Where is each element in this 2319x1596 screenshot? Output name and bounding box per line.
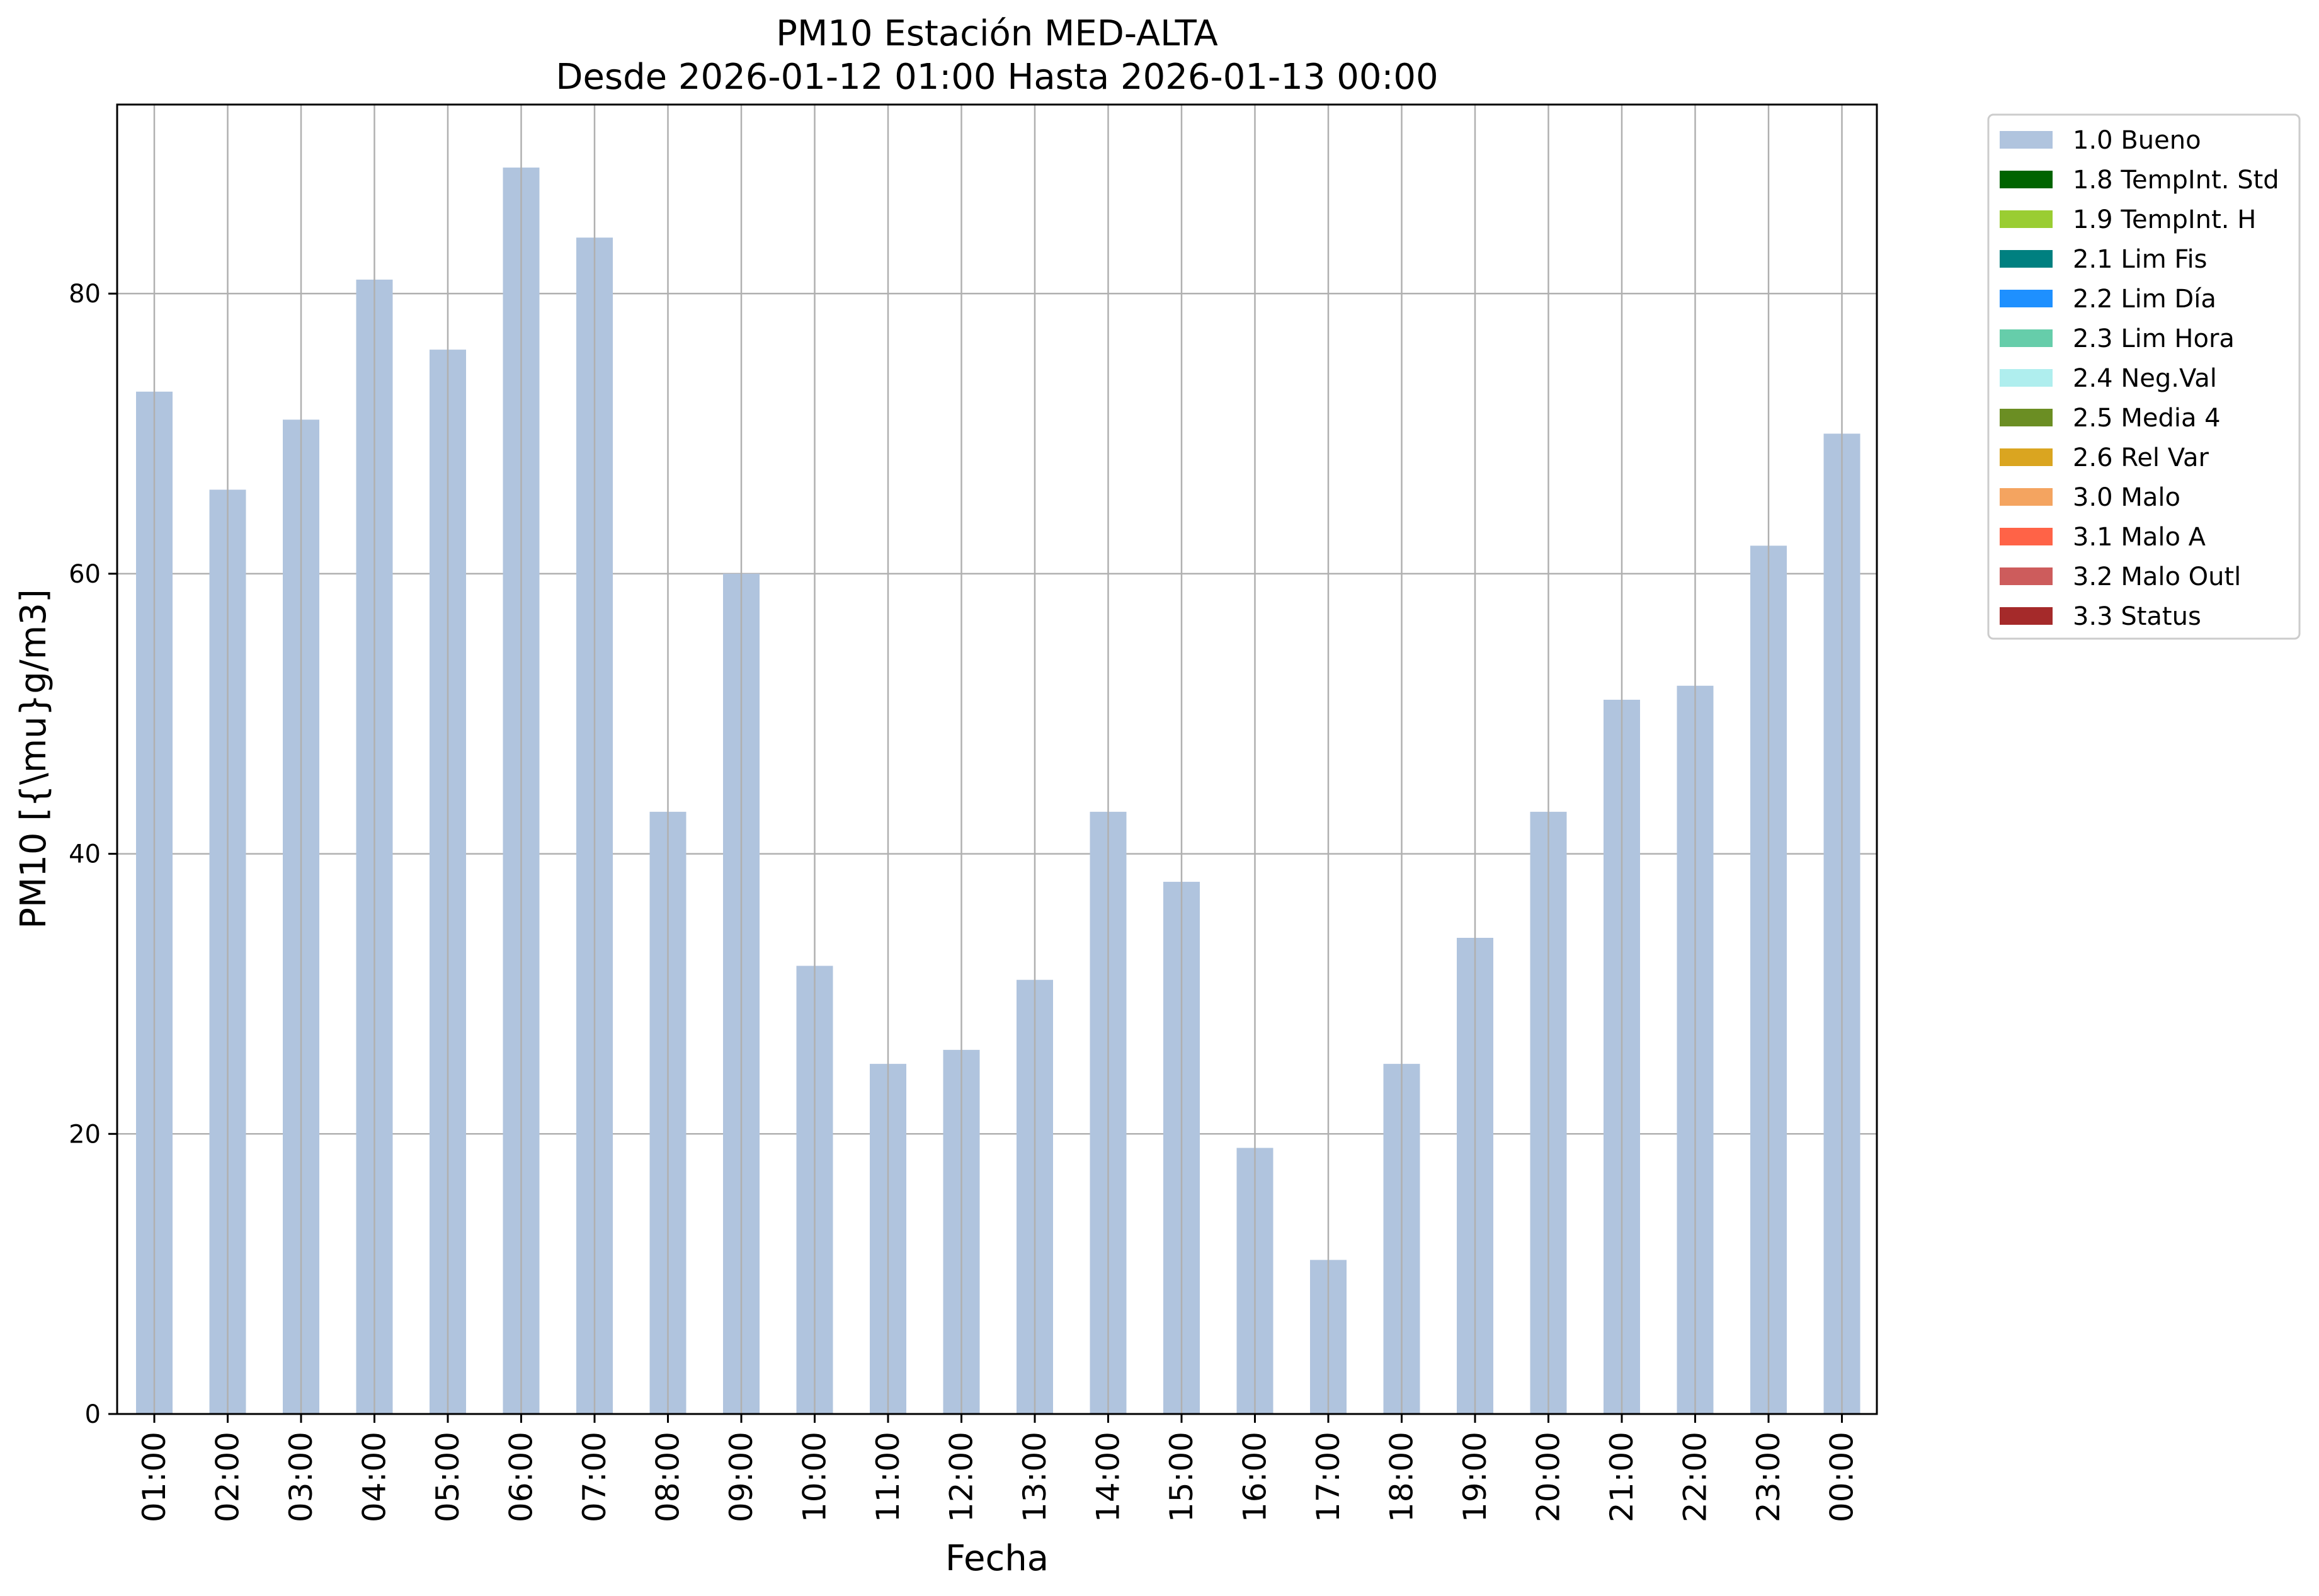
y-tick-label: 20 <box>69 1120 101 1149</box>
legend-label: 1.8 TempInt. Std <box>2073 166 2279 195</box>
x-axis-label: Fecha <box>945 1538 1049 1579</box>
legend-label: 3.2 Malo Outl <box>2073 562 2241 591</box>
x-tick-label: 22:00 <box>1677 1432 1714 1522</box>
x-tick-label: 06:00 <box>503 1432 540 1522</box>
x-tick-label: 01:00 <box>136 1432 173 1522</box>
y-ticks-layer: 0 20 40 60 80 <box>69 280 117 1429</box>
x-tick-label: 08:00 <box>650 1432 687 1522</box>
legend-swatch <box>2000 528 2053 545</box>
legend-swatch <box>2000 329 2053 347</box>
legend-swatch <box>2000 131 2053 149</box>
legend-label: 2.4 Neg.Val <box>2073 364 2217 393</box>
x-tick-label: 13:00 <box>1017 1432 1053 1522</box>
x-tick-label: 10:00 <box>797 1432 833 1522</box>
x-tick-label: 07:00 <box>576 1432 613 1522</box>
legend-swatch <box>2000 171 2053 188</box>
x-tick-label: 21:00 <box>1604 1432 1640 1522</box>
x-tick-label: 00:00 <box>1824 1432 1860 1522</box>
x-tick-label: 12:00 <box>943 1432 980 1522</box>
y-tick-label: 40 <box>69 840 101 869</box>
legend-swatch <box>2000 607 2053 625</box>
legend-label: 2.5 Media 4 <box>2073 404 2221 433</box>
x-tick-label: 05:00 <box>430 1432 466 1522</box>
plot-frame <box>116 103 1878 1415</box>
x-tick-label: 04:00 <box>356 1432 393 1522</box>
x-tick-label: 16:00 <box>1237 1432 1273 1522</box>
x-tick-label: 20:00 <box>1530 1432 1567 1522</box>
chart-subtitle: Desde 2026-01-12 01:00 Hasta 2026-01-13 … <box>556 57 1438 98</box>
legend-swatch <box>2000 250 2053 268</box>
legend-label: 2.1 Lim Fis <box>2073 245 2207 274</box>
x-tick-label: 17:00 <box>1310 1432 1347 1522</box>
legend-label: 1.0 Bueno <box>2073 126 2201 155</box>
x-tick-label: 19:00 <box>1457 1432 1493 1522</box>
legend-swatch <box>2000 290 2053 307</box>
x-tick-label: 18:00 <box>1384 1432 1420 1522</box>
y-tick-label: 60 <box>69 560 101 589</box>
legend-frame <box>1987 113 2301 640</box>
legend-label: 3.3 Status <box>2073 602 2201 631</box>
x-tick-label: 15:00 <box>1163 1432 1200 1522</box>
legend-label: 3.0 Malo <box>2073 483 2180 512</box>
x-tick-label: 09:00 <box>723 1432 760 1522</box>
legend-swatch <box>2000 567 2053 585</box>
legend-label: 2.2 Lim Día <box>2073 285 2216 314</box>
legend-label: 3.1 Malo A <box>2073 523 2206 552</box>
legend-label: 2.3 Lim Hora <box>2073 324 2235 353</box>
legend-swatch <box>2000 488 2053 506</box>
x-tick-label: 02:00 <box>210 1432 246 1522</box>
x-tick-label: 23:00 <box>1750 1432 1787 1522</box>
legend: 1.0 Bueno 1.8 TempInt. Std 1.9 TempInt. H 2… <box>1987 113 2301 640</box>
x-tick-label: 03:00 <box>283 1432 319 1522</box>
legend-items: 1.0 Bueno 1.8 TempInt. Std 1.9 TempInt. H 2… <box>2000 126 2279 631</box>
x-grid-layer <box>153 105 1843 1414</box>
legend-swatch <box>2000 448 2053 466</box>
y-tick-label: 80 <box>69 280 101 309</box>
y-tick-label: 0 <box>85 1400 101 1429</box>
legend-label: 2.6 Rel Var <box>2073 443 2209 472</box>
legend-label: 1.9 TempInt. H <box>2073 205 2256 234</box>
x-ticks-layer: 01:00 02:00 03:00 04:00 05:00 06:00 07:00 08:00… <box>136 1414 1860 1522</box>
x-tick-label: 14:00 <box>1090 1432 1127 1522</box>
chart-title: PM10 Estación MED-ALTA <box>776 13 1218 54</box>
legend-swatch <box>2000 409 2053 426</box>
legend-swatch <box>2000 210 2053 228</box>
legend-swatch <box>2000 369 2053 387</box>
x-tick-label: 11:00 <box>870 1432 906 1522</box>
y-axis-label: PM10 [{\mu}g/m3] <box>13 589 54 929</box>
